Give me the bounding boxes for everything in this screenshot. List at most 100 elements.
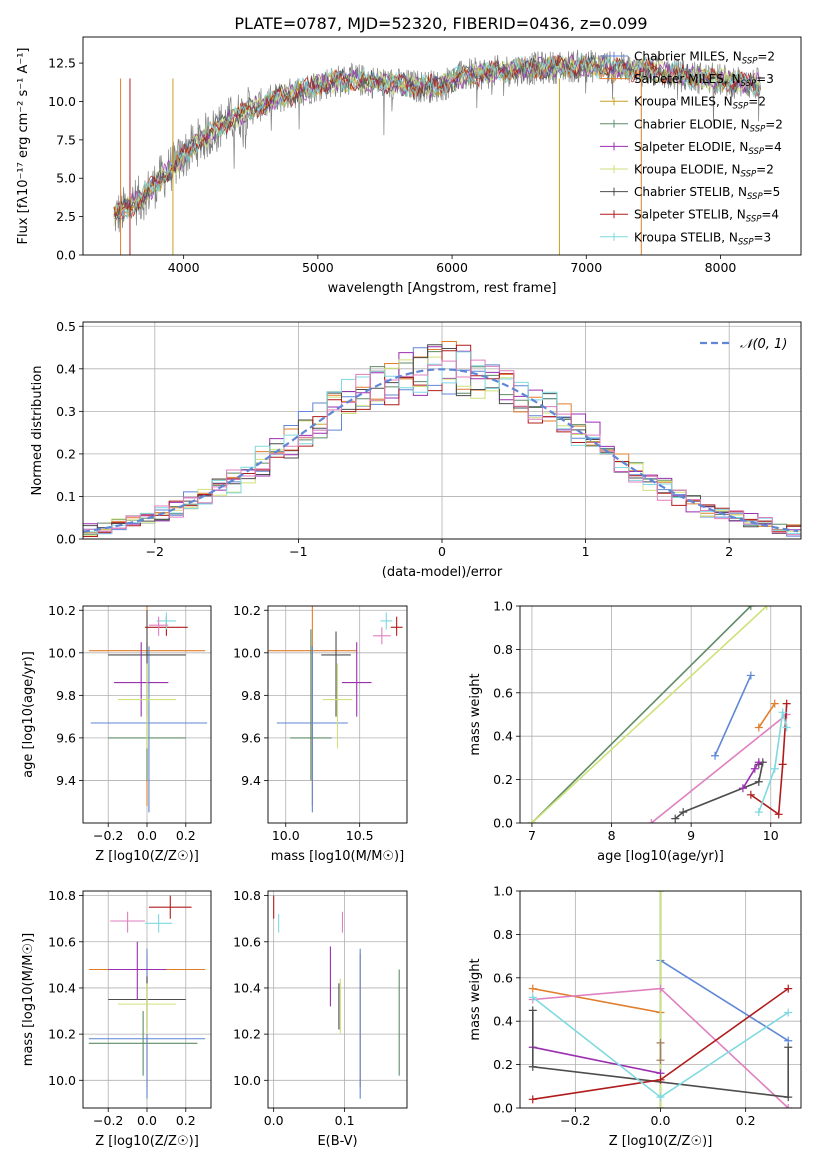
mass-weight-marker	[738, 784, 747, 793]
y-tick-label: 9.8	[56, 688, 76, 703]
mass-weight-marker	[770, 699, 779, 708]
mass-weight-line	[531, 606, 768, 823]
mass-weight-marker	[679, 808, 688, 817]
y-axis-label: mass [log10(M/M☉)]	[21, 933, 36, 1066]
errorbar-point	[117, 663, 177, 749]
x-axis-label: (data-model)/error	[382, 565, 503, 580]
y-tick-label: 9.6	[241, 730, 261, 745]
x-tick-label: 4000	[168, 260, 200, 275]
y-tick-label: 0.1	[56, 489, 76, 504]
spectrum-plot-area	[113, 49, 762, 255]
y-tick-label: 0.4	[493, 1014, 513, 1029]
y-axis-label: Normed distribution	[30, 366, 45, 496]
axes-frame	[82, 890, 212, 1109]
errorbar-point	[290, 629, 332, 781]
y-tick-label: 2.5	[56, 209, 76, 224]
y-tick-label: 1.0	[493, 884, 513, 899]
mass-weight-marker	[656, 1056, 665, 1065]
y-tick-label: 0.0	[56, 248, 76, 263]
y-tick-label: 10.4	[233, 980, 261, 995]
x-tick-label: 1	[582, 544, 590, 559]
errorbar-point	[148, 895, 192, 919]
residual-histogram	[83, 359, 801, 536]
x-axis-label: Z [log10(Z/Z☉)]	[609, 1134, 713, 1149]
y-tick-label: 10.0	[233, 645, 261, 660]
x-tick-label: 5000	[302, 260, 334, 275]
x-tick-label: 6000	[436, 260, 468, 275]
mass-weight-line	[650, 713, 788, 823]
x-tick-label: −1	[289, 544, 307, 559]
mass-weight-marker	[671, 814, 680, 823]
mass-weight-marker	[528, 1006, 537, 1015]
mass-weight-marker	[754, 723, 763, 732]
y-tick-label: 10.6	[233, 934, 261, 949]
mass-weight-marker	[784, 1104, 793, 1108]
weight_vs_age-panel: 7 8 9 10 0.0 0.2 0.4 0.6 0.8 1.0 age [log10(age/yr…	[468, 599, 802, 864]
mass-weight-marker	[782, 699, 791, 708]
mass-weight-marker	[746, 671, 755, 680]
mass-weight-marker	[754, 808, 763, 817]
axes-frame	[267, 605, 408, 824]
mass-weight-marker	[762, 606, 771, 610]
errorbar-point	[108, 941, 167, 1000]
mass-weight-marker	[770, 764, 779, 773]
legend-label: Salpeter MILES, NSSP=3	[634, 72, 774, 89]
y-tick-label: 10.2	[48, 1027, 76, 1042]
mass-weight-marker	[647, 819, 656, 823]
x-tick-label: 8	[608, 828, 616, 843]
spectrum-panel: 4000 5000 6000 7000 8000 0.0 2.5 5.0 7.5 10.0 12.5…	[16, 36, 802, 296]
legend-label: Kroupa STELIB, NSSP=3	[634, 230, 771, 247]
mass-weight-marker	[778, 708, 787, 717]
age_vs_mass-plot-area	[268, 606, 403, 813]
x-tick-label: 7	[528, 828, 536, 843]
y-tick-label: 7.5	[56, 132, 76, 147]
legend-label: Chabrier STELIB, NSSP=5	[634, 185, 780, 202]
x-tick-label: 7000	[570, 260, 602, 275]
mass-weight-line	[714, 675, 752, 757]
mass_vs_Z-panel: −0.2 0.0 0.2 10.0 10.2 10.4 10.6 10.8 Z [log10(Z…	[21, 888, 212, 1149]
mass-weight-marker	[656, 1075, 665, 1084]
x-tick-label: −2	[146, 544, 164, 559]
mass-weight-line	[531, 606, 752, 823]
errorbar-point	[322, 663, 353, 749]
x-tick-label: 0.0	[137, 1113, 157, 1128]
x-tick-label: −0.2	[93, 1113, 123, 1128]
errorbar-point	[90, 646, 208, 813]
y-tick-label: 0.0	[493, 1101, 513, 1116]
age_vs_Z-plot-area	[88, 606, 208, 813]
y-tick-label: 10.0	[48, 1073, 76, 1088]
x-tick-label: 0.0	[137, 828, 157, 843]
y-tick-label: 1.0	[493, 599, 513, 614]
mass-weight-line	[532, 1046, 661, 1075]
y-tick-label: 0.0	[56, 532, 76, 547]
mass_vs_ebv-plot-area	[273, 895, 400, 1099]
mass-weight-marker	[656, 1093, 665, 1102]
x-axis-label: E(B-V)	[317, 1134, 357, 1149]
mass-weight-marker	[528, 984, 537, 993]
axes-frame	[519, 605, 802, 824]
mass-weight-line	[750, 703, 788, 816]
mass-weight-line	[758, 712, 788, 813]
mass-weight-marker	[656, 1038, 665, 1047]
legend-label: Kroupa ELODIE, NSSP=2	[634, 163, 774, 180]
axes-frame	[82, 605, 212, 824]
mass-weight-marker	[711, 751, 720, 760]
y-tick-label: 12.5	[48, 56, 76, 71]
weight_vs_Z-panel: −0.2 0.0 0.2 0.0 0.2 0.4 0.6 0.8 1.0 Z [log10(Z/Z…	[468, 884, 802, 1149]
y-tick-label: 0.3	[56, 404, 76, 419]
mass-weight-marker	[656, 891, 665, 895]
y-tick-label: 0.2	[56, 446, 76, 461]
errorbar-point	[372, 627, 391, 645]
weight_vs_age-plot-area	[527, 606, 791, 823]
errorbar-point	[114, 642, 169, 717]
mass-weight-line	[532, 987, 661, 1014]
mass-weight-line	[674, 760, 764, 820]
y-tick-label: 5.0	[56, 171, 76, 186]
errorbar-point	[380, 612, 393, 630]
y-tick-label: 9.6	[56, 730, 76, 745]
mass_vs_Z-plot-area	[88, 895, 206, 1099]
x-axis-label: age [log10(age/yr)]	[597, 849, 724, 864]
figure-title: PLATE=0787, MJD=52320, FIBERID=0436, z=0…	[234, 14, 647, 33]
x-tick-label: 0.2	[736, 1113, 756, 1128]
errorbar-point	[110, 911, 146, 933]
